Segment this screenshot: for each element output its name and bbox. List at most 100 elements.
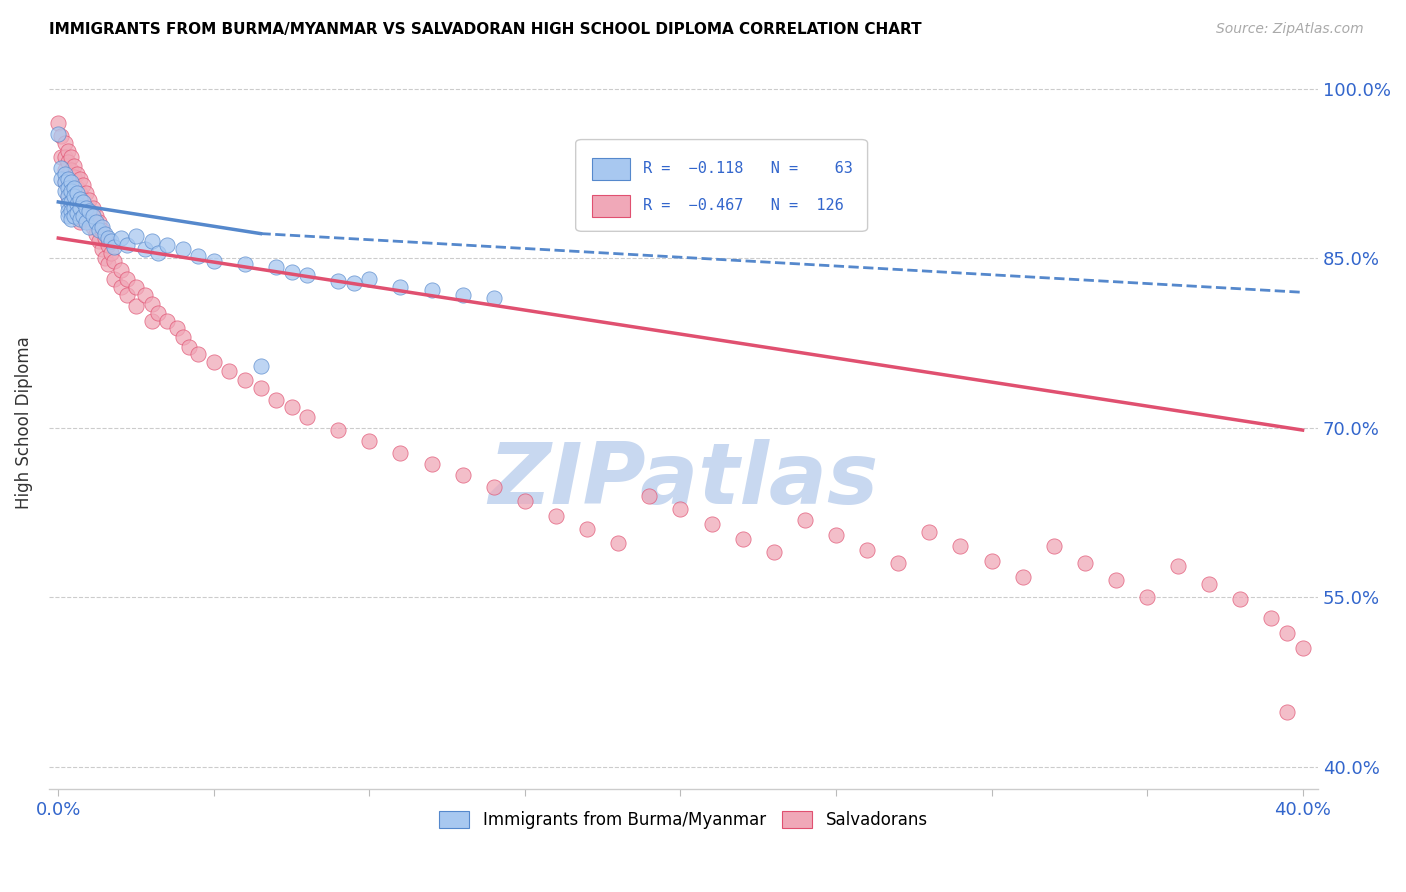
Point [59,194,82,209]
Point [134,287,156,301]
Point [53,163,76,178]
Point [59,184,82,198]
Point [72,211,94,226]
Point [134,243,156,257]
Point [56,181,79,195]
Point [177,339,200,353]
Point [75,204,97,219]
Point [51,161,73,175]
Point [59,211,82,226]
Point [146,305,169,319]
Point [63,194,86,209]
Point [141,313,163,327]
Point [249,359,271,373]
Point [72,194,94,209]
Point [46,127,69,141]
Point [669,502,692,516]
Point [51,172,73,186]
Point [75,215,97,229]
Point [84,209,107,223]
Point [202,253,225,268]
Point [125,279,148,293]
Point [72,194,94,209]
Point [1105,574,1128,588]
Point [63,159,86,173]
Point [172,330,194,344]
Point [1275,706,1298,720]
Point [82,209,104,223]
Point [94,252,117,266]
Point [59,163,82,178]
Point [513,494,536,508]
Point [84,227,107,241]
Point [141,296,163,310]
Point [59,150,82,164]
Point [56,209,79,223]
Point [87,215,110,229]
Point [731,532,754,546]
Point [125,228,148,243]
Point [359,272,381,286]
Point [166,321,188,335]
Point [90,219,112,234]
Point [97,231,120,245]
Point [75,201,97,215]
Point [84,215,107,229]
Point [141,235,163,249]
Point [264,392,287,407]
Point [156,238,179,252]
Point [1042,540,1064,554]
Point [1260,610,1282,624]
Point [295,409,318,424]
Point [53,167,76,181]
Point [87,235,110,249]
Point [115,238,138,252]
Point [94,231,117,245]
Point [87,223,110,237]
Point [187,347,209,361]
Point [700,516,723,531]
Point [482,291,505,305]
Point [90,223,112,237]
Point [66,186,89,200]
Text: ZIPatlas: ZIPatlas [488,440,879,523]
Bar [592,195,630,218]
Point [66,181,89,195]
Point [328,274,350,288]
Point [1011,570,1033,584]
Point [66,194,89,209]
Point [59,186,82,200]
Point [82,201,104,215]
Point [451,468,474,483]
Point [53,175,76,189]
Point [280,265,302,279]
Point [389,279,412,293]
Point [72,178,94,192]
Point [56,172,79,186]
Point [100,245,122,260]
Point [97,238,120,252]
Point [110,279,132,293]
Point [66,167,89,181]
Point [53,136,76,151]
Point [825,528,848,542]
Y-axis label: High School Diploma: High School Diploma [15,335,32,508]
Point [69,172,91,186]
Legend: Immigrants from Burma/Myanmar, Salvadorans: Immigrants from Burma/Myanmar, Salvadora… [433,805,935,836]
Point [79,219,101,234]
Point [110,231,132,245]
Point [1229,592,1251,607]
Point [172,243,194,257]
Point [56,144,79,158]
Point [69,201,91,215]
Point [63,181,86,195]
Text: R =  −0.467   N =  126: R = −0.467 N = 126 [643,198,844,213]
Point [69,201,91,215]
Point [280,401,302,415]
Point [69,211,91,226]
Point [482,479,505,493]
Point [420,283,443,297]
Point [218,364,240,378]
Point [103,240,125,254]
Point [59,175,82,189]
